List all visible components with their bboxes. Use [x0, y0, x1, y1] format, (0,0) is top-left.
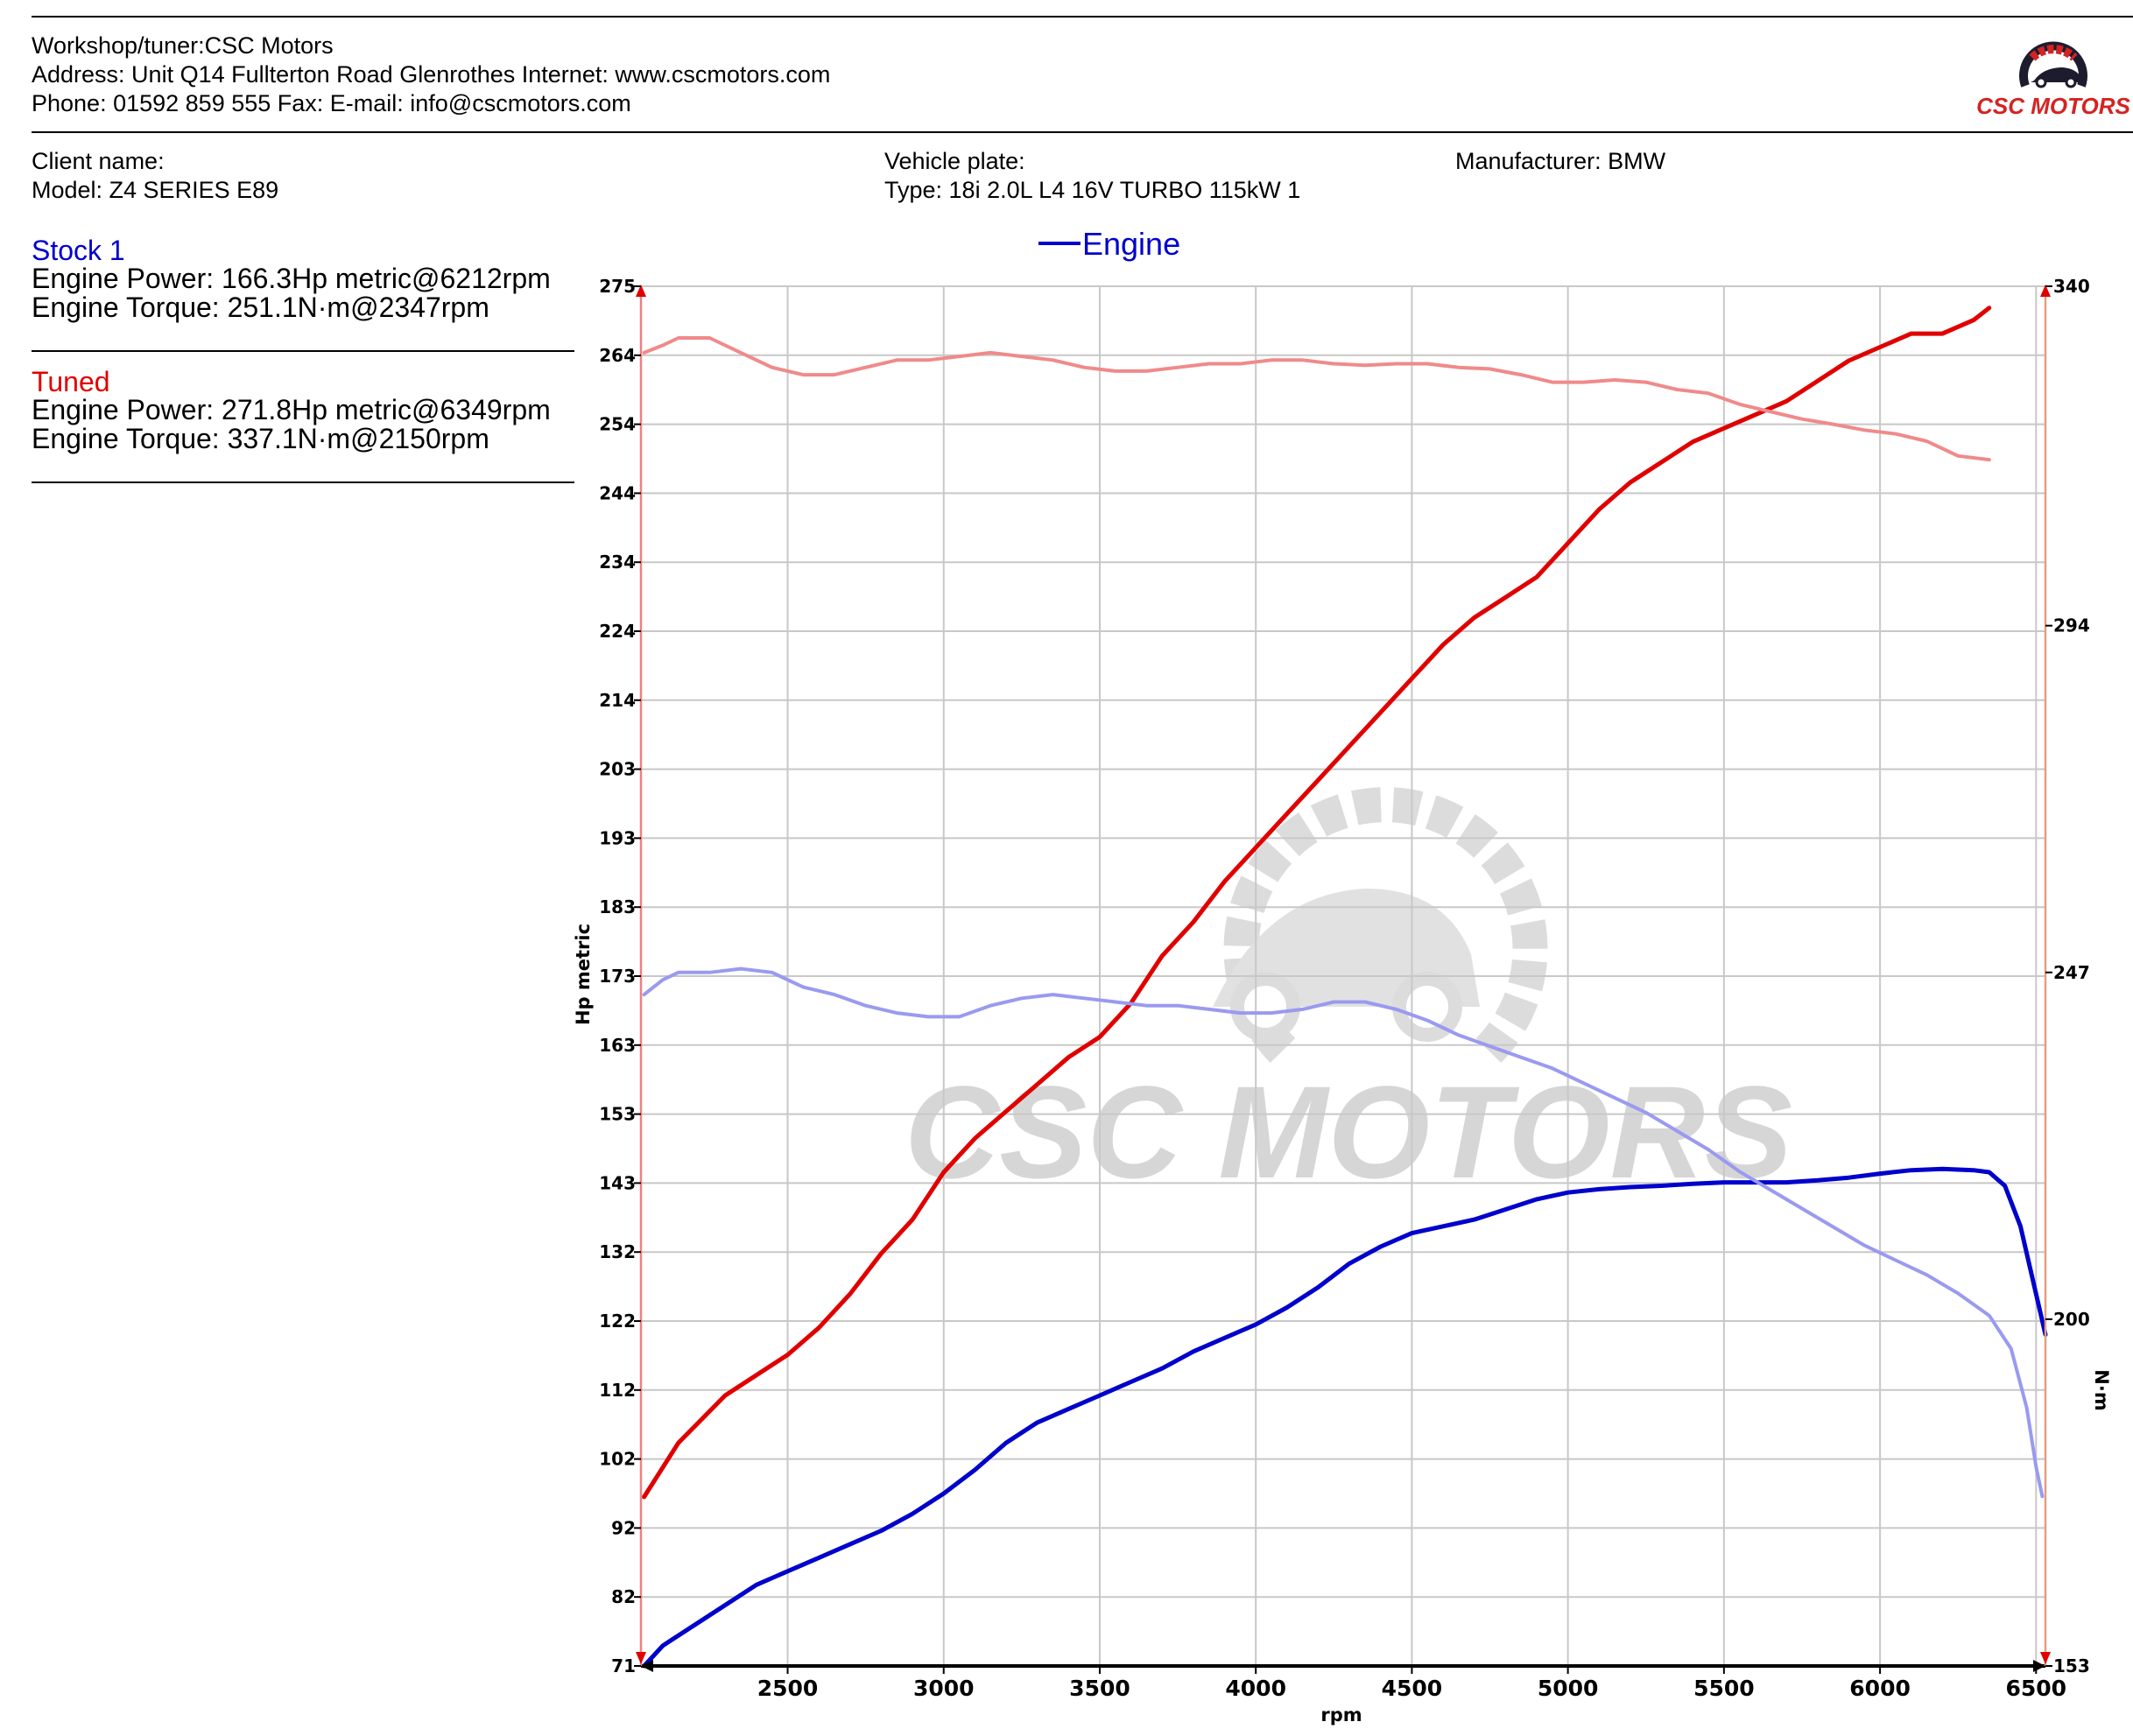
y-axis-left-arrow-down-icon [636, 1652, 646, 1664]
speedometer-logo-icon [2019, 41, 2087, 88]
y-right-tick-label: 153 [2053, 1655, 2090, 1676]
chart-grid [640, 285, 2046, 1667]
x-tick-label: 2500 [757, 1676, 819, 1701]
stock-title: Stock 1 [32, 235, 125, 266]
x-tick-label: 4500 [1382, 1676, 1443, 1701]
y-left-tick-label: 193 [599, 827, 636, 848]
y-left-tick-label: 214 [599, 690, 636, 711]
y-left-tick-label: 275 [599, 276, 636, 297]
y-right-tick-label: 247 [2053, 962, 2090, 983]
vehicle-type: Type: 18i 2.0L L4 16V TURBO 115kW 1 [884, 177, 1301, 203]
x-tick-label: 6000 [1849, 1676, 1911, 1701]
y-right-tick-label: 340 [2053, 276, 2090, 297]
y-left-tick-label: 234 [599, 552, 636, 573]
y-axis-right-label: N·m [2091, 1369, 2112, 1410]
y-left-tick-label: 183 [599, 896, 636, 917]
y-axis-left-arrow-up-icon [636, 285, 646, 297]
client-name: Client name: [32, 148, 165, 174]
y-left-tick-label: 203 [599, 759, 636, 780]
header-bottom-rule [32, 131, 2133, 133]
y-axis-right-arrow-down-icon [2040, 1652, 2051, 1664]
legend-label: Engine [1082, 226, 1180, 262]
y-axis-right-arrow-up-icon [2040, 285, 2051, 297]
x-axis-arrow-left-icon [641, 1660, 653, 1672]
y-left-tick-label: 224 [599, 621, 636, 642]
y-axis-left-label: Hp metric [573, 924, 594, 1025]
series-line-3 [642, 336, 1991, 462]
y-left-tick-label: 71 [611, 1655, 636, 1676]
csc-motors-logo: CSC MOTORS [1975, 26, 2132, 123]
tuned-title: Tuned [32, 366, 110, 397]
stock-torque: Engine Torque: 251.1N·m@2347rpm [32, 292, 489, 323]
x-axis-label: rpm [1320, 1704, 1362, 1725]
y-right-tick-label: 294 [2053, 615, 2090, 636]
y-left-tick-label: 122 [599, 1311, 636, 1332]
tuned-divider [32, 481, 574, 483]
x-tick-label: 4000 [1225, 1676, 1286, 1701]
y-left-tick-label: 244 [599, 482, 636, 503]
x-tick-label: 5500 [1693, 1676, 1755, 1701]
chart-series [642, 306, 2048, 1669]
y-left-tick-label: 112 [599, 1380, 636, 1401]
y-right-tick-label: 200 [2053, 1309, 2090, 1330]
y-left-tick-label: 82 [611, 1586, 636, 1607]
workshop-line: Workshop/tuner:CSC Motors [32, 32, 334, 59]
x-axis-arrow-right-icon [2033, 1660, 2045, 1672]
vehicle-manufacturer: Manufacturer: BMW [1455, 148, 1666, 174]
chart-ticks: 71 82 92 102 112 122 132 143 153 163 173 183 193 203 2… [599, 276, 2090, 1701]
y-left-tick-label: 173 [599, 966, 636, 987]
stock-divider [32, 350, 574, 352]
vehicle-model: Model: Z4 SERIES E89 [32, 177, 279, 203]
vehicle-plate: Vehicle plate: [884, 148, 1025, 174]
tuned-torque: Engine Torque: 337.1N·m@2150rpm [32, 423, 489, 454]
y-left-tick-label: 153 [599, 1104, 636, 1125]
x-tick-label: 3000 [913, 1676, 975, 1701]
y-left-tick-label: 264 [599, 345, 636, 366]
series-line-2 [642, 1166, 2048, 1669]
header-top-rule [32, 16, 2133, 18]
phone-line: Phone: 01592 859 555 Fax: E-mail: info@c… [32, 90, 631, 116]
address-line: Address: Unit Q14 Fullterton Road Glenro… [32, 61, 831, 88]
y-left-tick-label: 163 [599, 1035, 636, 1056]
y-left-tick-label: 102 [599, 1449, 636, 1470]
y-left-tick-label: 143 [599, 1172, 636, 1193]
y-left-tick-label: 254 [599, 414, 636, 435]
chart-legend: Engine [1038, 226, 1180, 262]
watermark-text: CSC MOTORS [905, 1058, 1792, 1205]
logo-text: CSC MOTORS [1976, 93, 2130, 119]
x-tick-label: 5000 [1538, 1676, 1599, 1701]
series-line-4 [642, 966, 2045, 1499]
series-line-1 [642, 306, 1992, 1500]
watermark: CSC MOTORS [905, 787, 1792, 1205]
watermark-speedometer-icon [1213, 787, 1548, 1064]
x-tick-label: 6500 [2006, 1676, 2067, 1701]
x-tick-label: 3500 [1069, 1676, 1130, 1701]
tuned-power: Engine Power: 271.8Hp metric@6349rpm [32, 394, 551, 425]
y-left-tick-label: 132 [599, 1241, 636, 1262]
stock-power: Engine Power: 166.3Hp metric@6212rpm [32, 263, 551, 294]
y-left-tick-label: 92 [611, 1517, 636, 1538]
